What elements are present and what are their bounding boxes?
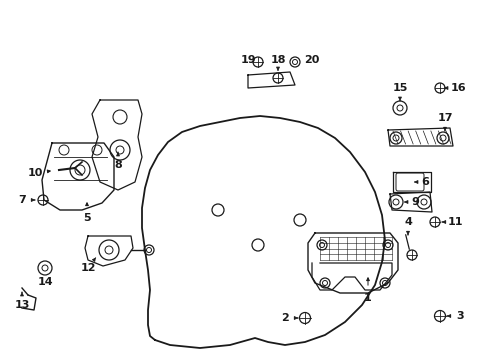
Text: 4: 4 xyxy=(404,217,412,227)
Text: 20: 20 xyxy=(304,55,319,65)
Text: 19: 19 xyxy=(240,55,256,65)
Text: 9: 9 xyxy=(411,197,419,207)
Text: 10: 10 xyxy=(27,168,43,178)
Text: 11: 11 xyxy=(447,217,463,227)
Text: 12: 12 xyxy=(80,263,96,273)
Text: 14: 14 xyxy=(37,277,53,287)
Text: 1: 1 xyxy=(364,293,372,303)
Text: 2: 2 xyxy=(281,313,289,323)
Text: 7: 7 xyxy=(18,195,26,205)
Text: 8: 8 xyxy=(114,160,122,170)
Text: 5: 5 xyxy=(83,213,91,223)
Text: 3: 3 xyxy=(456,311,464,321)
Text: 6: 6 xyxy=(421,177,429,187)
Text: 16: 16 xyxy=(450,83,466,93)
Text: 13: 13 xyxy=(14,300,30,310)
Text: 17: 17 xyxy=(437,113,453,123)
Text: 15: 15 xyxy=(392,83,408,93)
Text: 18: 18 xyxy=(270,55,286,65)
